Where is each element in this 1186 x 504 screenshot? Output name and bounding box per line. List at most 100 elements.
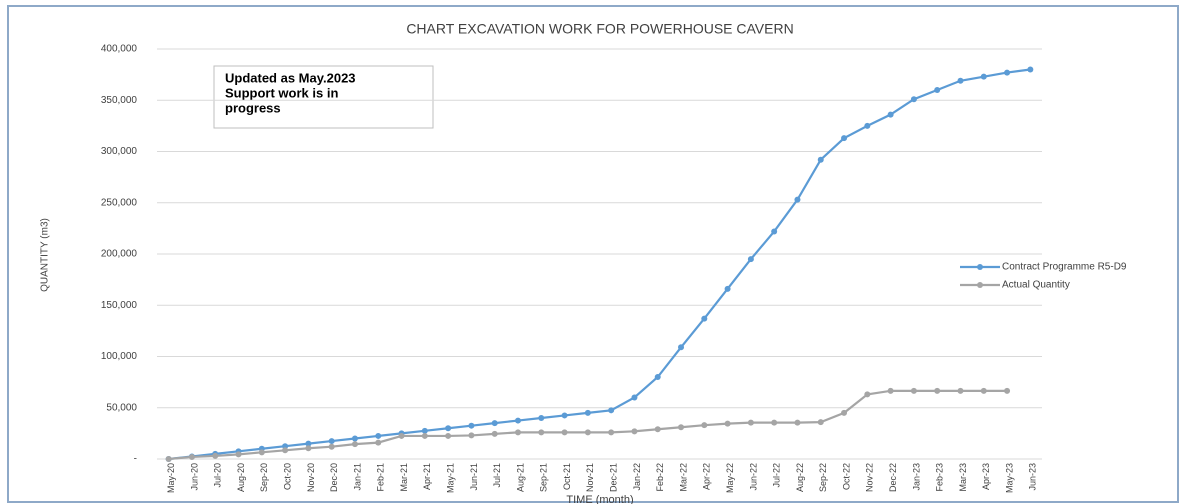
data-point — [980, 73, 987, 80]
x-tick-label: Mar-21 — [399, 463, 409, 492]
legend-marker — [977, 264, 983, 270]
y-tick-label: 400,000 — [101, 44, 138, 55]
data-point — [491, 420, 498, 427]
x-tick-label: May-23 — [1004, 463, 1014, 493]
data-point — [771, 228, 778, 235]
data-point — [864, 391, 871, 398]
data-point — [724, 285, 731, 292]
y-tick-label: 250,000 — [101, 197, 138, 208]
x-tick-label: Dec-22 — [888, 463, 898, 492]
data-point — [608, 407, 615, 414]
y-tick-label: 200,000 — [101, 249, 138, 260]
data-point — [910, 387, 917, 394]
x-tick-label: Jun-23 — [1028, 463, 1038, 491]
x-tick-label: May-21 — [445, 463, 455, 493]
legend-label: Contract Programme R5-D9 — [1002, 262, 1127, 273]
x-tick-label: Apr-23 — [981, 463, 991, 490]
x-tick-label: Jan-21 — [352, 463, 362, 491]
x-tick-label: Feb-23 — [935, 463, 945, 492]
x-tick-label: Nov-22 — [865, 463, 875, 492]
data-point — [514, 417, 521, 424]
x-tick-label: Apr-21 — [422, 463, 432, 490]
data-point — [1004, 387, 1011, 394]
data-point — [584, 409, 591, 416]
data-point — [957, 387, 964, 394]
y-tick-label: 50,000 — [106, 402, 137, 413]
data-point — [328, 438, 335, 445]
data-point — [445, 425, 452, 432]
x-tick-label: Oct-21 — [562, 463, 572, 490]
y-tick-label: 350,000 — [101, 95, 138, 106]
chart-title: CHART EXCAVATION WORK FOR POWERHOUSE CAV… — [406, 21, 793, 37]
data-point — [747, 419, 754, 426]
data-point — [468, 432, 475, 439]
x-tick-label: Mar-23 — [958, 463, 968, 492]
data-point — [258, 449, 265, 456]
data-point — [375, 432, 382, 439]
data-point — [212, 452, 219, 459]
data-point — [1027, 66, 1034, 73]
data-point — [305, 440, 312, 447]
x-tick-label: Sep-21 — [539, 463, 549, 492]
y-axis-label: QUANTITY (m3) — [40, 218, 51, 292]
data-point — [817, 419, 824, 426]
series-line — [168, 68, 1031, 461]
x-tick-label: Feb-21 — [376, 463, 386, 492]
annotation: Support work is in — [225, 85, 338, 100]
data-point — [817, 156, 824, 163]
data-point — [654, 374, 661, 380]
data-point — [771, 419, 778, 426]
data-point — [305, 445, 312, 452]
x-tick-label: Oct-20 — [282, 463, 292, 490]
x-tick-label: Oct-22 — [841, 463, 851, 490]
data-point — [724, 420, 731, 427]
data-point — [328, 443, 335, 450]
data-point — [980, 387, 987, 394]
x-tick-label: Aug-22 — [795, 463, 805, 492]
x-tick-label: Feb-22 — [655, 463, 665, 492]
data-point — [561, 429, 568, 436]
data-point — [584, 429, 591, 436]
data-point — [165, 456, 172, 462]
data-point — [351, 435, 358, 442]
data-point — [701, 315, 708, 322]
data-point — [934, 87, 941, 93]
y-tick-label: 300,000 — [101, 146, 138, 157]
data-point — [678, 424, 685, 431]
data-point — [538, 429, 545, 436]
x-tick-label: Jun-21 — [469, 463, 479, 491]
data-point — [957, 77, 964, 84]
data-point — [491, 430, 498, 437]
x-tick-label: Jul-20 — [213, 463, 223, 488]
data-point — [398, 432, 405, 439]
x-tick-label: Dec-20 — [329, 463, 339, 492]
x-tick-label: Aug-20 — [236, 463, 246, 492]
data-point — [235, 451, 242, 458]
data-point — [701, 422, 708, 429]
x-tick-label: Nov-21 — [585, 463, 595, 492]
legend-marker — [977, 282, 983, 288]
data-point — [514, 429, 521, 436]
annotation: Updated as May.2023 — [225, 70, 356, 85]
data-point — [608, 429, 615, 436]
data-point — [887, 387, 894, 394]
legend-label: Actual Quantity — [1002, 280, 1070, 291]
data-point — [351, 441, 358, 448]
data-point — [654, 426, 661, 433]
annotation-box — [213, 65, 434, 129]
data-point — [1004, 69, 1011, 76]
x-tick-label: Dec-21 — [609, 463, 619, 492]
x-axis-label: TIME (month) — [566, 494, 633, 504]
x-tick-label: Jun-22 — [748, 463, 758, 491]
data-point — [678, 344, 685, 351]
x-tick-label: Jul-21 — [492, 463, 502, 488]
x-tick-label: Apr-22 — [702, 463, 712, 490]
x-tick-label: May-20 — [166, 463, 176, 493]
x-tick-label: Jan-23 — [911, 463, 921, 491]
x-tick-label: Sep-22 — [818, 463, 828, 492]
data-point — [561, 412, 568, 419]
data-point — [421, 432, 428, 439]
data-point — [794, 196, 801, 203]
data-point — [910, 96, 917, 103]
